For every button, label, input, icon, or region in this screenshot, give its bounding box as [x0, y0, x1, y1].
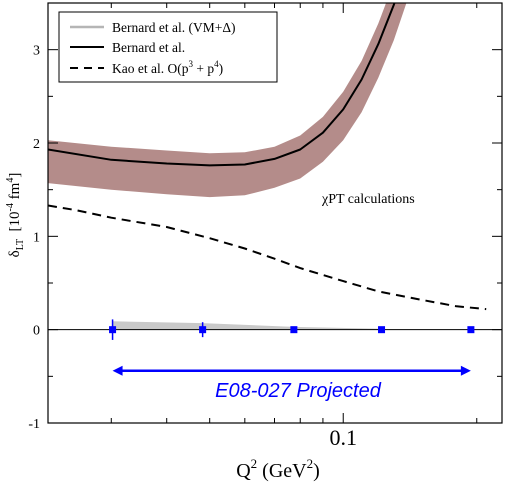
projected-point: [378, 326, 386, 334]
legend-label-dashed: Kao et al. O(p3 + p4): [112, 59, 223, 76]
legend: Bernard et al. (VM+Δ) Bernard et al. Kao…: [58, 11, 278, 83]
annotation-chipt: χPT calculations: [321, 192, 415, 207]
projected-point: [199, 326, 207, 334]
x-axis-label: Q2 (GeV2): [236, 456, 320, 482]
axis-layer: -1 0 1 2 3 0.1: [28, 2, 502, 450]
projected-point: [467, 326, 475, 334]
projected-point: [109, 326, 117, 334]
projected-arrowhead-right: [460, 365, 471, 376]
y-tick-label: 0: [33, 324, 40, 339]
band-bernard-vm-delta: [48, 3, 407, 198]
projected-arrowhead-left: [112, 365, 123, 376]
series-line-bernard: [48, 3, 396, 167]
series-line-kao: [48, 204, 487, 311]
legend-label-solid: Bernard et al.: [112, 40, 185, 55]
x-tick-label: 0.1: [329, 425, 357, 450]
legend-label-band: Bernard et al. (VM+Δ): [112, 20, 236, 35]
y-tick-label: 2: [33, 137, 40, 152]
projected-point: [290, 326, 298, 334]
y-tick-label: 3: [33, 44, 40, 59]
annotation-projected: E08-027 Projected: [215, 380, 382, 402]
y-tick-label: -1: [28, 417, 40, 432]
projected-systematic-band: [112, 321, 382, 330]
plot-area: [48, 3, 502, 376]
y-axis-label: δLT [10-4 fm4]: [5, 173, 26, 258]
y-tick-label: 1: [33, 230, 40, 245]
data-layer: [48, 3, 502, 376]
